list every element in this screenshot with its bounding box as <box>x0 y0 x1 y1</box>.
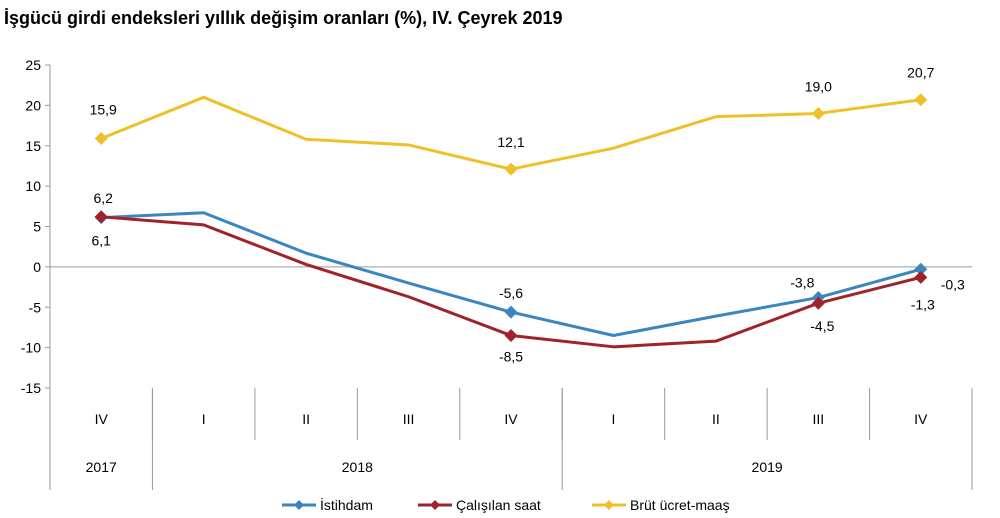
year-label: 2018 <box>342 459 373 475</box>
data-label: 6,1 <box>91 233 111 249</box>
data-label: -3,8 <box>790 275 814 291</box>
x-tick-label: I <box>202 411 206 427</box>
series-2-point <box>94 210 108 224</box>
y-tick-label: 5 <box>33 219 41 235</box>
y-tick-label: 25 <box>25 57 41 73</box>
legend-swatch-marker <box>604 500 614 510</box>
y-tick-label: 0 <box>33 259 41 275</box>
series-layer <box>94 93 928 349</box>
chart-title: İşgücü girdi endeksleri yıllık değişim o… <box>4 8 563 28</box>
y-tick-label: 10 <box>25 178 41 194</box>
legend-entry-3: Brüt ücret-maaş <box>630 497 730 513</box>
series-3-point <box>94 131 108 145</box>
legend-entry-1: İstihdam <box>320 496 373 513</box>
y-tick-label: 20 <box>25 97 41 113</box>
data-labels: 6,1 -5,6 -3,8 -0,3 6,2 -8,5 -4,5 -1,3 15,9 12,1 19… <box>90 65 965 365</box>
x-tick-label: IV <box>914 411 928 427</box>
x-tick-label: IV <box>95 411 109 427</box>
data-label: -1,3 <box>911 296 935 312</box>
data-label: 20,7 <box>907 65 934 81</box>
data-label: -4,5 <box>810 318 834 334</box>
series-2-point <box>811 296 825 310</box>
x-tick-label: III <box>403 411 415 427</box>
y-tick-label: -10 <box>21 340 41 356</box>
legend: İstihdam Çalışılan saat Brüt ücret-maaş <box>282 496 730 513</box>
data-label: -0,3 <box>941 276 965 292</box>
series-1-point <box>914 262 928 276</box>
legend-swatch-marker <box>430 500 440 510</box>
data-label: 19,0 <box>805 78 832 94</box>
series-3-point <box>811 106 825 120</box>
data-label: 15,9 <box>90 101 117 117</box>
year-label: 2017 <box>86 459 117 475</box>
series-3-point <box>914 93 928 107</box>
x-tick-label: I <box>611 411 615 427</box>
y-tick-label: 15 <box>25 138 41 154</box>
legend-entry-2: Çalışılan saat <box>456 497 541 513</box>
series-1-point <box>504 305 518 319</box>
x-tick-label: IV <box>504 411 518 427</box>
x-tick-label: II <box>302 411 310 427</box>
data-label: -8,5 <box>499 349 523 365</box>
data-label: -5,6 <box>499 285 523 301</box>
series-2-point <box>914 270 928 284</box>
y-tick-label: -15 <box>21 380 41 396</box>
data-label: 6,2 <box>93 190 113 206</box>
series-2-point <box>504 329 518 343</box>
series-3-point <box>504 162 518 176</box>
y-tick-label: -5 <box>29 299 42 315</box>
legend-swatch-marker <box>294 500 304 510</box>
x-tick-label: II <box>712 411 720 427</box>
data-label: 12,1 <box>497 134 524 150</box>
year-label: 2019 <box>752 459 783 475</box>
x-tick-label: III <box>812 411 824 427</box>
